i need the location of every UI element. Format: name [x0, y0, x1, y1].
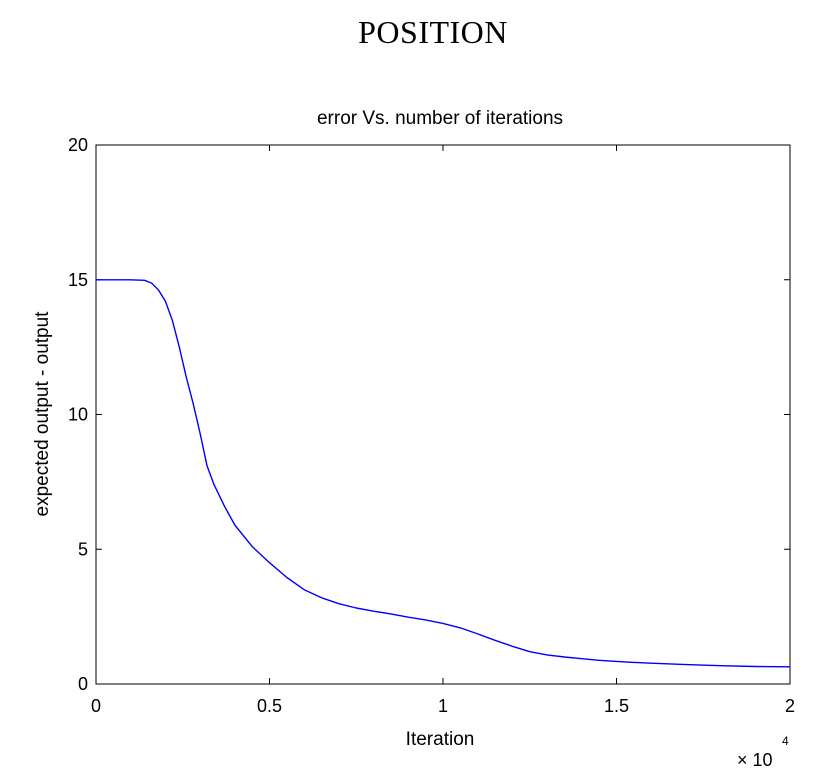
y-axis-label: expected output - output [32, 311, 53, 517]
x-tick-label: 1 [438, 696, 448, 716]
y-tick-label: 15 [68, 270, 88, 290]
y-tick-label: 5 [78, 539, 88, 559]
x-tick-labels: 0 0.5 1 1.5 2 [91, 696, 795, 716]
x-axis-multiplier: × 10 [737, 750, 773, 770]
y-tick-label: 0 [78, 674, 88, 694]
x-axis-label: Iteration [406, 729, 475, 750]
chart-title: error Vs. number of iterations [317, 108, 563, 129]
plot-area-frame [95, 144, 791, 685]
x-tick-label: 2 [785, 696, 795, 716]
y-tick-marks [96, 144, 790, 685]
y-tick-label: 20 [68, 135, 88, 155]
page-heading: POSITION [358, 14, 508, 50]
y-tick-labels: 0 5 10 15 20 [68, 135, 88, 694]
x-tick-label: 0 [91, 696, 101, 716]
x-tick-label: 1.5 [604, 696, 629, 716]
y-tick-label: 10 [68, 405, 88, 425]
error-series-line [96, 279, 791, 668]
x-tick-marks [95, 145, 791, 684]
x-tick-label: 0.5 [257, 696, 282, 716]
x-axis-multiplier-exponent: 4 [782, 734, 789, 748]
